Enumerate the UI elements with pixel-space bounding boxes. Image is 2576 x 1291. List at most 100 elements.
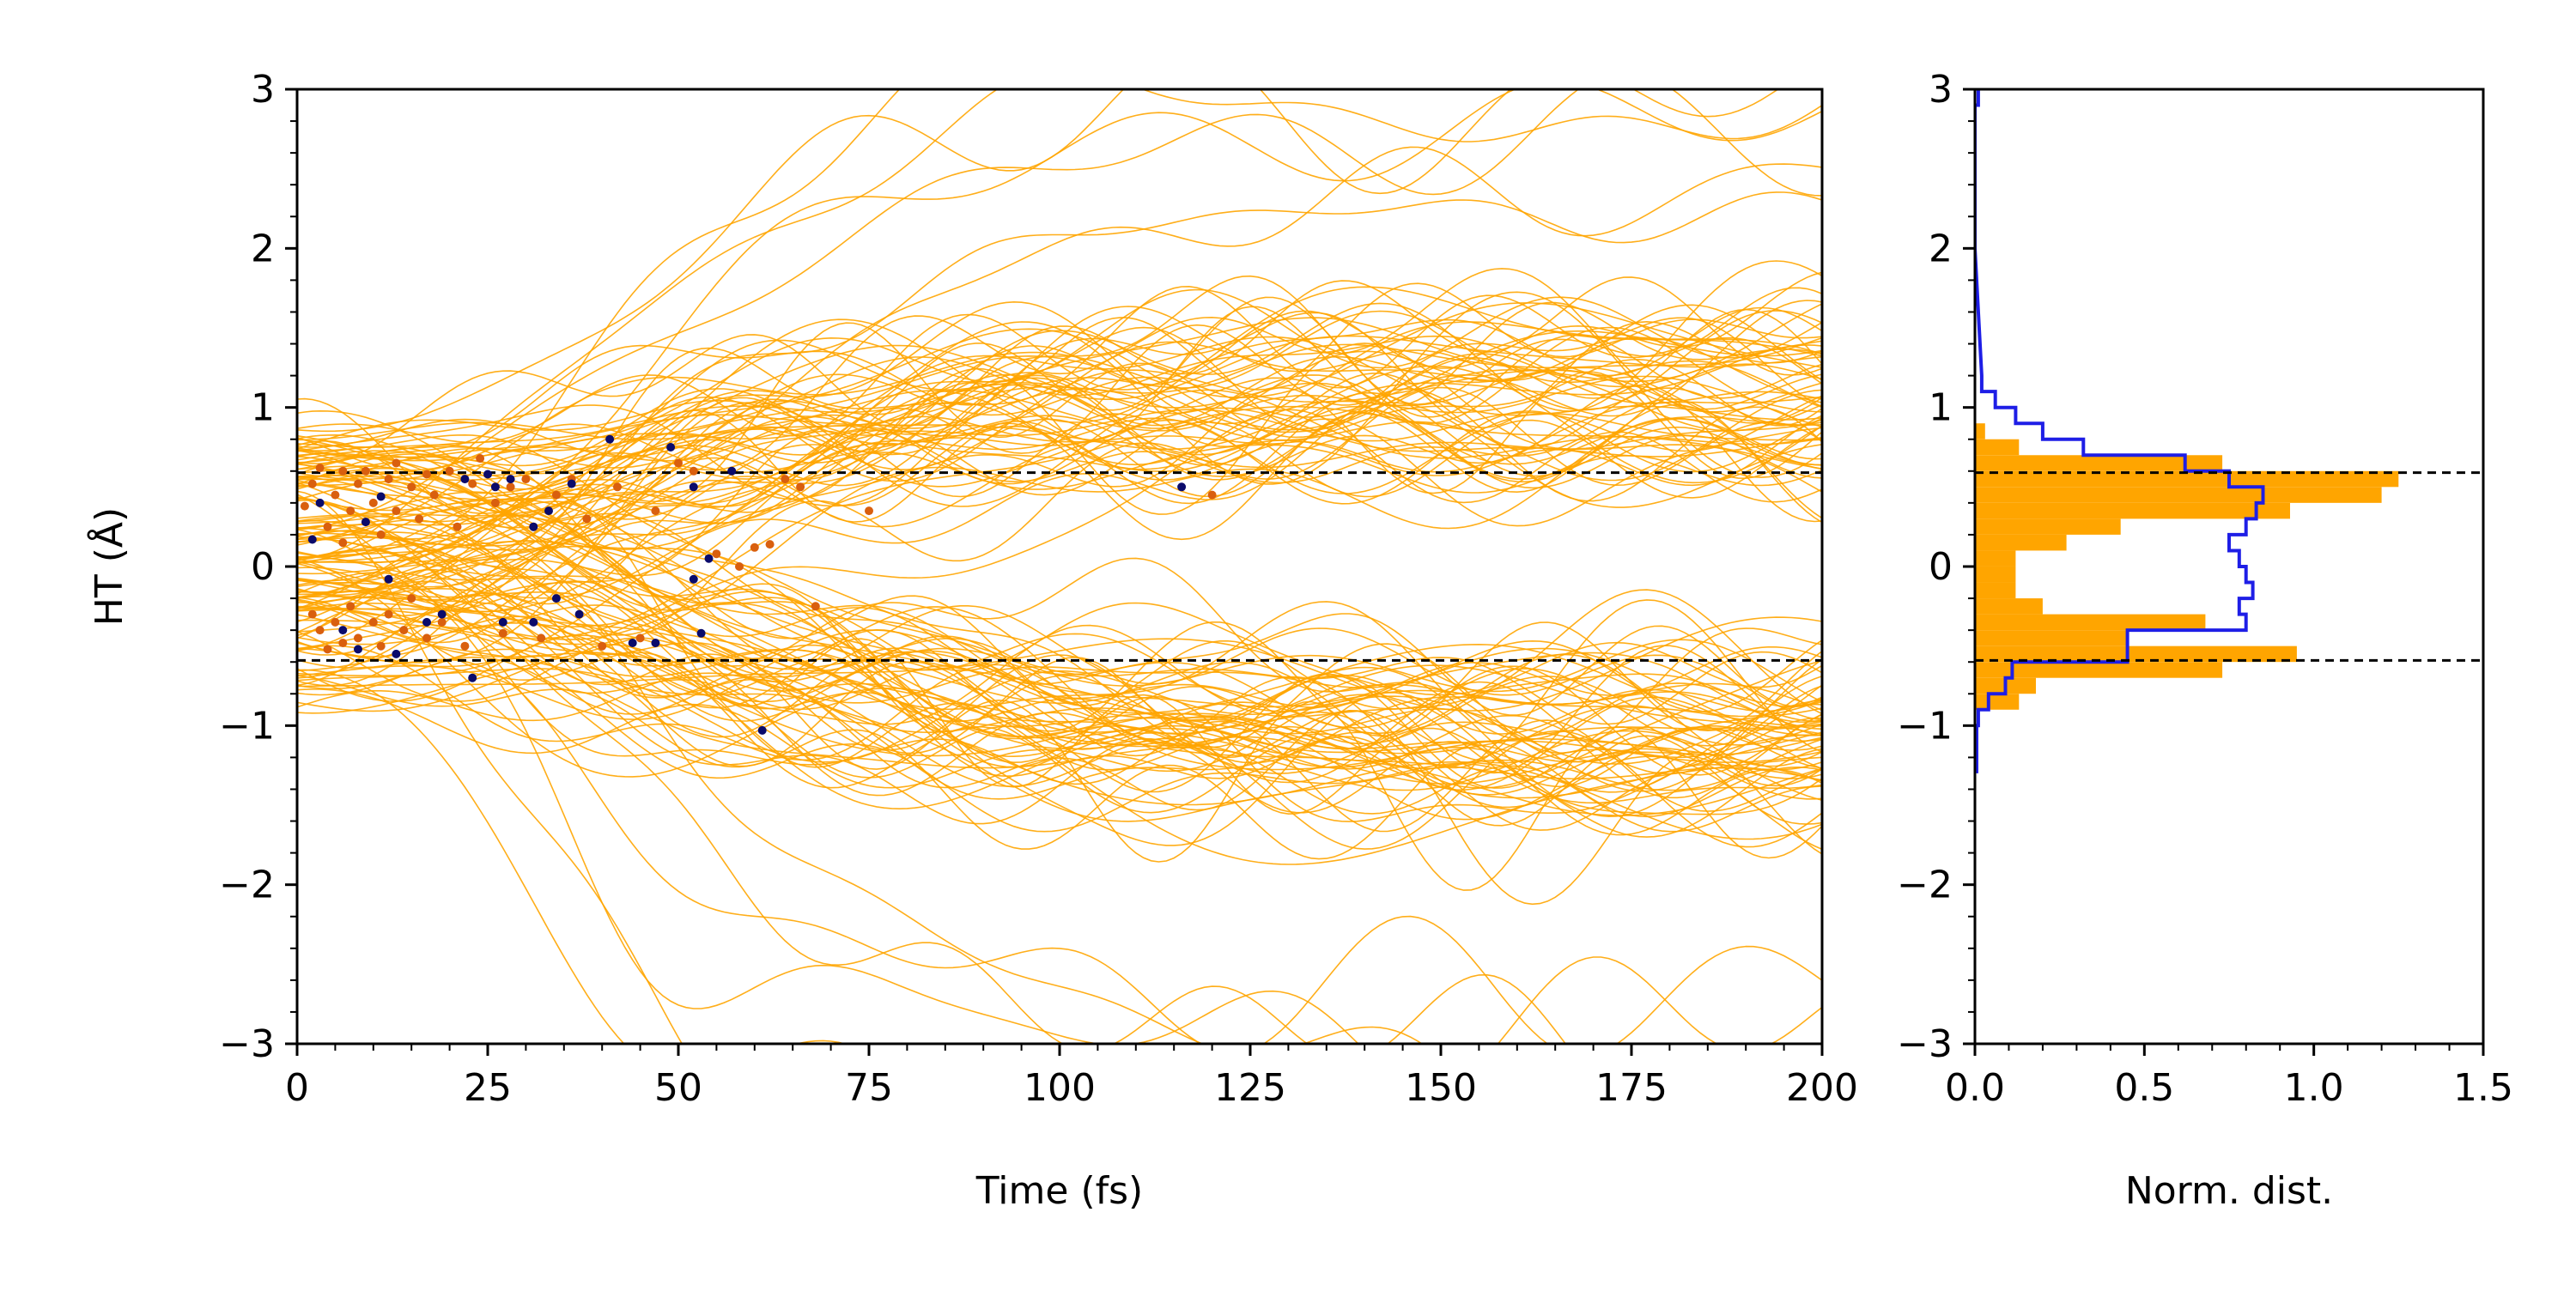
trajectory-line bbox=[297, 494, 1822, 1044]
trajectory-line bbox=[297, 531, 1822, 768]
navy-event-marker bbox=[696, 628, 706, 638]
histogram-bar bbox=[1975, 439, 2020, 456]
trajectory-line bbox=[297, 491, 1822, 696]
x-tick-label: 0 bbox=[285, 1066, 309, 1110]
trajectory-line bbox=[297, 467, 1822, 725]
navy-event-marker bbox=[384, 574, 393, 584]
navy-event-marker bbox=[361, 518, 370, 527]
orange-event-marker bbox=[399, 626, 409, 635]
histogram-bar bbox=[1975, 646, 2297, 663]
trajectory-line bbox=[297, 648, 1822, 776]
trajectory-line bbox=[297, 336, 1822, 658]
trajectory-line bbox=[297, 306, 1822, 652]
x-tick-label: 1.0 bbox=[2284, 1066, 2344, 1110]
histogram-x-axis-label: Norm. dist. bbox=[2125, 1169, 2333, 1213]
x-tick-label: 75 bbox=[845, 1066, 893, 1110]
x-tick-label: 1.5 bbox=[2453, 1066, 2513, 1110]
orange-event-marker bbox=[368, 498, 378, 507]
trajectory-line bbox=[297, 634, 1822, 703]
trajectory-line bbox=[297, 540, 1822, 735]
histogram-step-line bbox=[1975, 89, 2265, 773]
y-tick-label: 0 bbox=[1929, 545, 1953, 589]
trajectory-line bbox=[297, 658, 1822, 1044]
trajectory-line bbox=[297, 302, 1822, 543]
trajectory-line bbox=[297, 288, 1822, 474]
y-tick-label: −2 bbox=[219, 864, 275, 907]
histogram-y-axis: −3 −2 −1 0 1 2 3 bbox=[1897, 68, 1975, 1066]
trajectory-line bbox=[297, 301, 1822, 639]
histogram-panel: 0.0 0.5 1.0 1.5 −3 −2 −1 0 1 2 3 Norm. dist. bbox=[1897, 68, 2513, 1213]
y-tick-label: 1 bbox=[1929, 386, 1953, 430]
orange-event-marker bbox=[338, 538, 348, 548]
navy-event-marker bbox=[567, 479, 576, 488]
trajectory-line bbox=[297, 472, 1822, 781]
orange-event-marker bbox=[368, 617, 378, 627]
reference-lines bbox=[1975, 471, 2483, 662]
navy-event-marker bbox=[506, 475, 515, 484]
trajectory-line bbox=[297, 433, 1822, 818]
orange-event-marker bbox=[598, 641, 607, 651]
orange-event-marker bbox=[407, 594, 416, 603]
trajectory-line bbox=[297, 567, 1822, 763]
histogram-filled-bars bbox=[1975, 423, 2399, 710]
orange-event-marker bbox=[354, 479, 362, 488]
event-markers bbox=[300, 434, 1217, 735]
histogram-bar bbox=[1975, 455, 2223, 471]
orange-event-marker bbox=[490, 498, 500, 507]
x-tick-label: 200 bbox=[1786, 1066, 1858, 1110]
y-tick-label: −3 bbox=[219, 1022, 275, 1066]
orange-event-marker bbox=[437, 617, 447, 627]
orange-event-marker bbox=[765, 540, 775, 549]
main-y-axis: −3 −2 −1 0 1 2 3 bbox=[219, 68, 297, 1066]
orange-event-marker bbox=[307, 479, 317, 488]
trajectory-line bbox=[297, 363, 1822, 483]
orange-event-marker bbox=[445, 466, 454, 476]
trajectory-line bbox=[297, 89, 901, 563]
trajectory-line bbox=[297, 409, 1822, 793]
orange-event-marker bbox=[415, 514, 424, 524]
orange-event-marker bbox=[384, 475, 393, 484]
orange-event-marker bbox=[635, 633, 645, 643]
orange-event-marker bbox=[407, 482, 416, 492]
trajectory-line bbox=[297, 577, 1822, 724]
histogram-bar bbox=[1975, 534, 2067, 551]
trajectory-line bbox=[297, 518, 1822, 906]
trajectory-line bbox=[297, 303, 1822, 462]
x-tick-label: 125 bbox=[1214, 1066, 1286, 1110]
orange-event-marker bbox=[376, 641, 386, 651]
histogram-bar bbox=[1975, 423, 1985, 439]
orange-event-marker bbox=[460, 641, 470, 651]
orange-event-marker bbox=[338, 639, 348, 647]
trajectory-line bbox=[297, 336, 1822, 644]
navy-event-marker bbox=[490, 482, 500, 492]
trajectory-line bbox=[297, 669, 848, 1044]
navy-event-marker bbox=[483, 470, 492, 479]
orange-event-marker bbox=[346, 506, 355, 516]
trajectory-line bbox=[297, 515, 1822, 809]
navy-event-marker bbox=[422, 617, 431, 627]
navy-event-marker bbox=[551, 594, 561, 603]
navy-event-marker bbox=[689, 574, 698, 584]
orange-event-marker bbox=[315, 626, 325, 635]
orange-event-marker bbox=[300, 501, 309, 511]
trajectory-line bbox=[297, 409, 1822, 498]
y-tick-label: −3 bbox=[1897, 1022, 1953, 1066]
trajectory-line bbox=[297, 639, 1822, 722]
trajectory-line bbox=[297, 410, 1822, 505]
orange-event-marker bbox=[338, 466, 348, 476]
orange-event-marker bbox=[361, 466, 370, 476]
navy-event-marker bbox=[376, 492, 386, 501]
trajectory-line bbox=[297, 536, 1822, 799]
y-tick-label: 2 bbox=[1929, 227, 1953, 270]
trajectory-line bbox=[297, 365, 1822, 584]
y-tick-label: −2 bbox=[1897, 864, 1953, 907]
trajectory-line bbox=[297, 499, 1822, 814]
histogram-x-axis: 0.0 0.5 1.0 1.5 bbox=[1945, 1044, 2513, 1110]
histogram-step bbox=[1975, 89, 2265, 773]
trajectory-line bbox=[297, 286, 1822, 519]
trajectory-lines bbox=[297, 89, 1822, 1044]
x-tick-label: 0.0 bbox=[1945, 1066, 2005, 1110]
trajectory-line bbox=[297, 490, 683, 1044]
orange-event-marker bbox=[613, 482, 622, 492]
